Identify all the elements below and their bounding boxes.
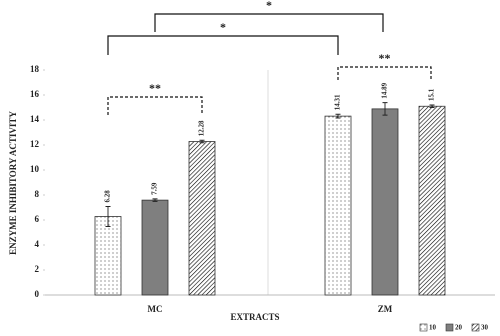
bar: [418, 105, 446, 296]
significance-bracket: [107, 96, 203, 115]
y-tick-label: 16: [30, 89, 40, 99]
y-tick-label: 12: [30, 139, 40, 149]
x-tick-label: ZM: [378, 304, 393, 314]
y-tick-label: 14: [30, 114, 40, 124]
significance-label: *: [266, 0, 272, 12]
significance-label: *: [220, 20, 226, 34]
legend-swatch: [419, 323, 428, 332]
error-bar: [105, 206, 111, 227]
legend-label: 10: [429, 324, 437, 332]
y-tick-label: 10: [30, 164, 40, 174]
value-label: 14.89: [381, 82, 389, 98]
y-tick-label: 2: [35, 264, 40, 274]
bar: [94, 216, 122, 296]
value-label: 6.28: [104, 190, 112, 203]
value-label: 14.31: [334, 94, 342, 110]
legend-swatch: [445, 323, 454, 332]
x-tick-label: MC: [148, 304, 163, 314]
legend-label: 30: [481, 324, 489, 332]
value-label: 15.1: [428, 88, 436, 101]
y-tick-label: 6: [35, 214, 40, 224]
legend-label: 20: [455, 324, 463, 332]
legend-swatch: [471, 323, 480, 332]
error-bar: [335, 113, 341, 119]
significance-bracket: [154, 13, 384, 32]
significance-label: **: [379, 51, 391, 65]
error-bar: [152, 198, 158, 202]
bar: [141, 199, 169, 296]
significance-bracket: [337, 66, 432, 80]
y-tick-label: 4: [35, 239, 40, 249]
significance-label: **: [149, 81, 161, 95]
y-tick-label: 18: [30, 64, 40, 74]
value-label: 12.28: [198, 120, 206, 136]
bar: [324, 115, 352, 296]
value-label: 7.59: [151, 182, 159, 195]
y-axis-label: ENZYME INHIBITORY ACTIVITY: [8, 111, 18, 255]
bar: [371, 108, 399, 296]
significance-bracket: [107, 35, 339, 55]
y-tick-label: 0: [35, 289, 40, 299]
bar: [188, 141, 216, 296]
error-bar: [382, 102, 388, 116]
error-bar: [199, 139, 205, 144]
x-axis-label: EXTRACTS: [230, 312, 279, 322]
error-bar: [429, 104, 435, 108]
y-tick-label: 8: [35, 189, 40, 199]
